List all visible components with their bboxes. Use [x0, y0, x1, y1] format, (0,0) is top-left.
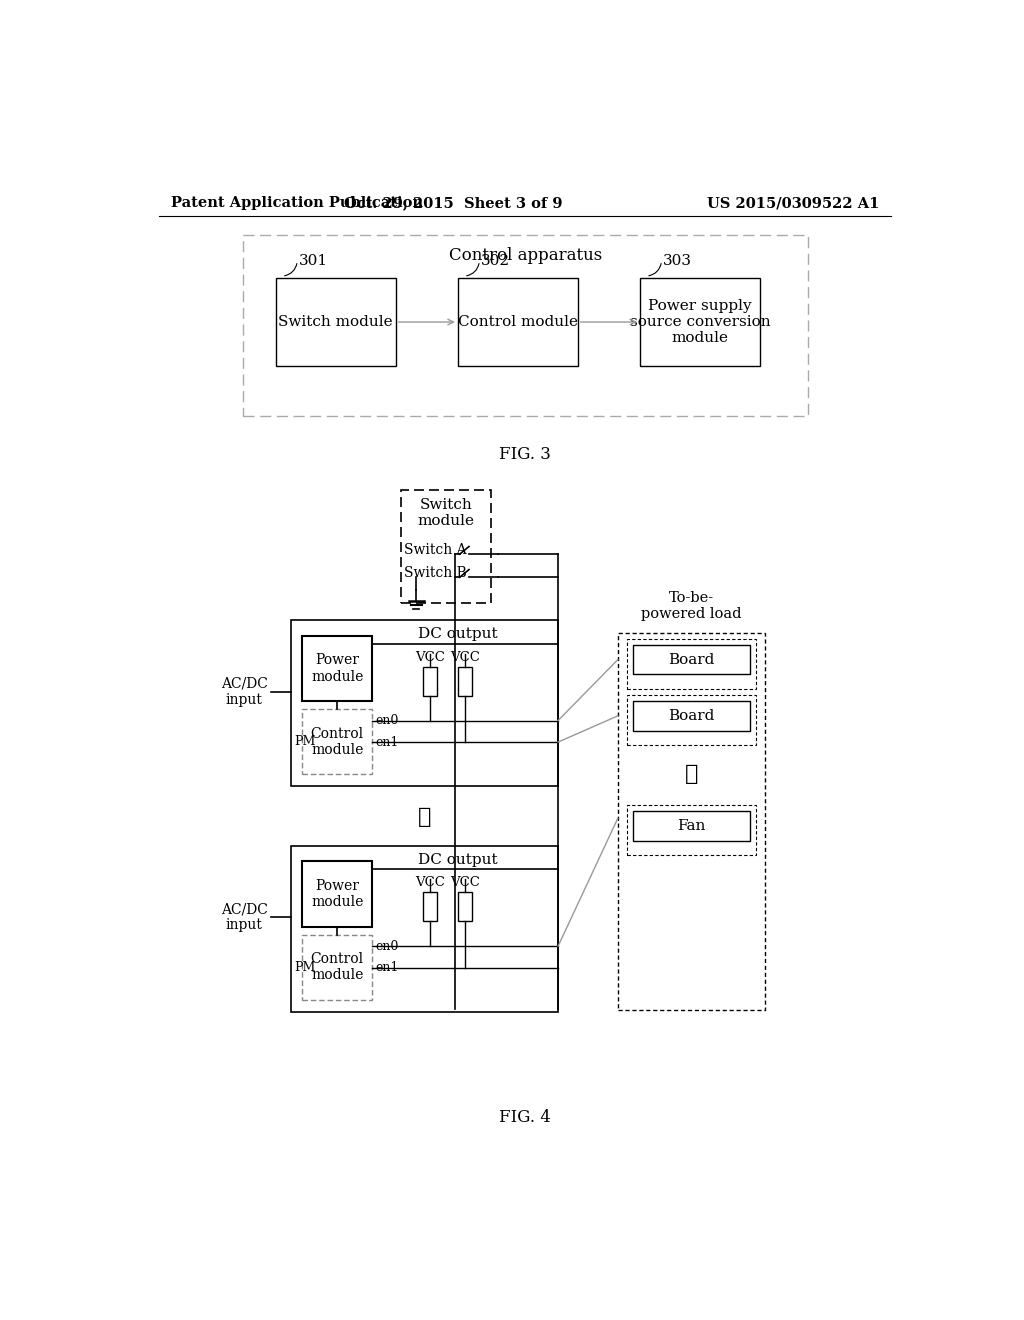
- Text: ⋮: ⋮: [418, 805, 431, 828]
- Text: Fan: Fan: [677, 818, 706, 833]
- Bar: [302, 862, 372, 927]
- Text: Control
module: Control module: [310, 726, 364, 756]
- Text: Power
module: Power module: [311, 653, 364, 684]
- Text: 302: 302: [481, 253, 510, 268]
- Text: PM: PM: [294, 735, 315, 748]
- Bar: [400, 490, 492, 603]
- Text: Switch B: Switch B: [403, 566, 467, 579]
- Text: AC/DC
input: AC/DC input: [221, 902, 267, 932]
- Text: Control
module: Control module: [310, 952, 364, 982]
- Text: 301: 301: [299, 253, 328, 268]
- Bar: [458, 277, 578, 367]
- Bar: [617, 632, 765, 1010]
- Text: To-be-
powered load: To-be- powered load: [641, 590, 741, 620]
- Text: 303: 303: [664, 253, 692, 268]
- Text: Control module: Control module: [458, 315, 578, 329]
- Text: en0: en0: [375, 714, 398, 727]
- Text: en1: en1: [375, 961, 398, 974]
- Bar: [275, 277, 395, 367]
- Bar: [627, 805, 756, 855]
- Bar: [243, 235, 809, 416]
- Text: FIG. 4: FIG. 4: [499, 1109, 551, 1126]
- Text: Board: Board: [669, 709, 715, 723]
- Bar: [291, 846, 558, 1011]
- Text: VCC: VCC: [416, 651, 445, 664]
- Text: VCC: VCC: [451, 651, 480, 664]
- Bar: [633, 701, 750, 730]
- Text: Control apparatus: Control apparatus: [449, 247, 602, 264]
- Text: Switch
module: Switch module: [418, 498, 475, 528]
- Bar: [291, 620, 558, 785]
- Text: VCC: VCC: [416, 876, 445, 890]
- Bar: [627, 639, 756, 689]
- Text: DC output: DC output: [418, 853, 498, 867]
- Text: Patent Application Publication: Patent Application Publication: [171, 197, 423, 210]
- Bar: [458, 892, 472, 921]
- Bar: [423, 892, 437, 921]
- Bar: [302, 636, 372, 701]
- Text: Power supply
source conversion
module: Power supply source conversion module: [630, 298, 770, 346]
- Bar: [633, 812, 750, 841]
- Text: Switch module: Switch module: [279, 315, 393, 329]
- Bar: [302, 709, 372, 775]
- Text: FIG. 3: FIG. 3: [499, 446, 551, 463]
- Bar: [302, 935, 372, 1001]
- Text: AC/DC
input: AC/DC input: [221, 677, 267, 706]
- Bar: [458, 667, 472, 696]
- Text: US 2015/0309522 A1: US 2015/0309522 A1: [708, 197, 880, 210]
- Bar: [627, 696, 756, 744]
- Text: Board: Board: [669, 652, 715, 667]
- Text: Oct. 29, 2015  Sheet 3 of 9: Oct. 29, 2015 Sheet 3 of 9: [344, 197, 563, 210]
- Text: Switch A: Switch A: [403, 543, 467, 557]
- Text: en0: en0: [375, 940, 398, 953]
- Bar: [633, 645, 750, 675]
- Text: Power
module: Power module: [311, 879, 364, 909]
- Text: DC output: DC output: [418, 627, 498, 642]
- Bar: [423, 667, 437, 696]
- Text: PM: PM: [294, 961, 315, 974]
- Text: VCC: VCC: [451, 876, 480, 890]
- Text: en1: en1: [375, 735, 398, 748]
- Bar: [640, 277, 760, 367]
- Text: ⋮: ⋮: [685, 763, 698, 785]
